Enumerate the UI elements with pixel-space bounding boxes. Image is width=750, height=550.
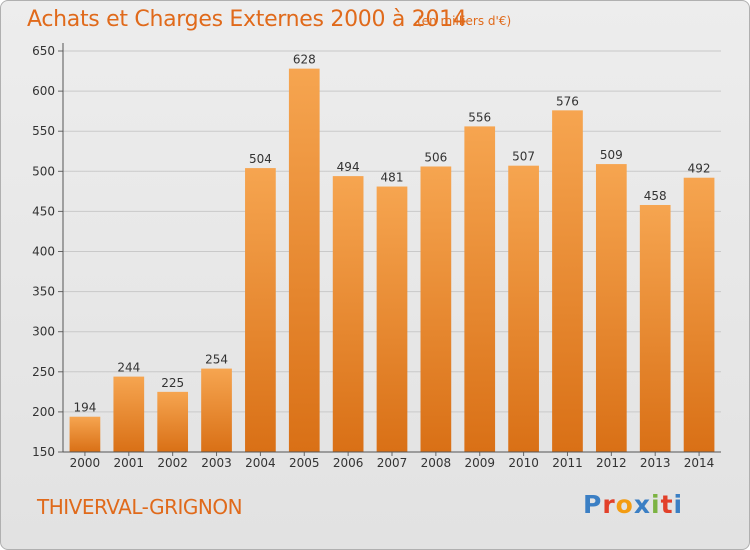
data-label: 492 — [688, 162, 711, 176]
axes: 150 200 250 300 350 400 450 500 550 600 650 2000 200… — [32, 43, 721, 470]
data-label: 507 — [512, 150, 535, 164]
bar — [157, 391, 189, 452]
bar — [464, 126, 496, 452]
data-label: 628 — [293, 53, 316, 67]
bar — [245, 168, 276, 453]
y-tick-label: 400 — [32, 245, 55, 259]
y-tick-label: 450 — [32, 204, 55, 218]
x-tick-label: 2007 — [377, 456, 408, 470]
x-tick-label: 2011 — [552, 456, 583, 470]
bar — [639, 204, 671, 452]
logo-letter: i — [673, 490, 684, 519]
data-label: 254 — [205, 353, 228, 367]
y-tick-label: 600 — [32, 84, 55, 98]
bar — [332, 176, 364, 452]
logo-letter: r — [602, 490, 616, 519]
chart-subtitle: (en milliers d'€) — [417, 14, 512, 28]
data-label: 458 — [644, 189, 667, 203]
y-tick-label: 250 — [32, 365, 55, 379]
data-label: 244 — [117, 361, 140, 375]
bar — [113, 376, 145, 452]
x-tick-label: 2010 — [508, 456, 539, 470]
y-tick-label: 350 — [32, 285, 55, 299]
x-tick-label: 2009 — [464, 456, 495, 470]
bar — [69, 416, 101, 452]
y-tick-label: 650 — [32, 44, 55, 58]
data-label: 481 — [381, 171, 404, 185]
data-label: 504 — [249, 152, 272, 166]
y-tick-label: 550 — [32, 124, 55, 138]
bar — [683, 177, 715, 452]
x-tick-label: 2006 — [333, 456, 364, 470]
data-label: 494 — [337, 160, 360, 174]
y-tick-label: 150 — [32, 445, 55, 459]
logo-letter: i — [651, 490, 661, 519]
bar — [420, 166, 452, 452]
x-tick-label: 2001 — [114, 456, 145, 470]
x-tick-label: 2000 — [70, 456, 101, 470]
x-tick-label: 2012 — [596, 456, 627, 470]
bar — [595, 164, 627, 452]
data-label: 576 — [556, 94, 579, 108]
data-label: 225 — [161, 376, 184, 390]
y-tick-label: 300 — [32, 325, 55, 339]
data-label: 506 — [424, 150, 447, 164]
bar — [201, 368, 232, 452]
commune-name: THIVERVAL-GRIGNON — [37, 495, 243, 519]
x-tick-label: 2014 — [684, 456, 715, 470]
logo-letter: P — [583, 490, 603, 519]
x-tick-label: 2004 — [245, 456, 276, 470]
bars: 194 244 225 254 504 628 494 481 506 556 507 576 509 4… — [69, 53, 715, 453]
bar — [288, 68, 320, 453]
x-tick-label: 2003 — [201, 456, 232, 470]
logo-letter: x — [633, 490, 651, 519]
bar — [552, 110, 583, 453]
x-tick-label: 2008 — [421, 456, 452, 470]
data-label: 194 — [73, 401, 96, 415]
y-tick-label: 200 — [32, 405, 55, 419]
bar — [508, 165, 539, 452]
x-tick-label: 2002 — [157, 456, 188, 470]
logo-letter: o — [615, 490, 634, 519]
y-tick-label: 500 — [32, 164, 55, 178]
data-label: 509 — [600, 148, 623, 162]
bar — [376, 186, 408, 452]
x-tick-label: 2013 — [640, 456, 671, 470]
proxiti-logo[interactable]: Proxiti — [583, 490, 683, 519]
data-label: 556 — [468, 110, 491, 124]
logo-letter: t — [660, 490, 674, 519]
x-tick-label: 2005 — [289, 456, 320, 470]
chart-title: Achats et Charges Externes 2000 à 2014 — [27, 7, 467, 32]
